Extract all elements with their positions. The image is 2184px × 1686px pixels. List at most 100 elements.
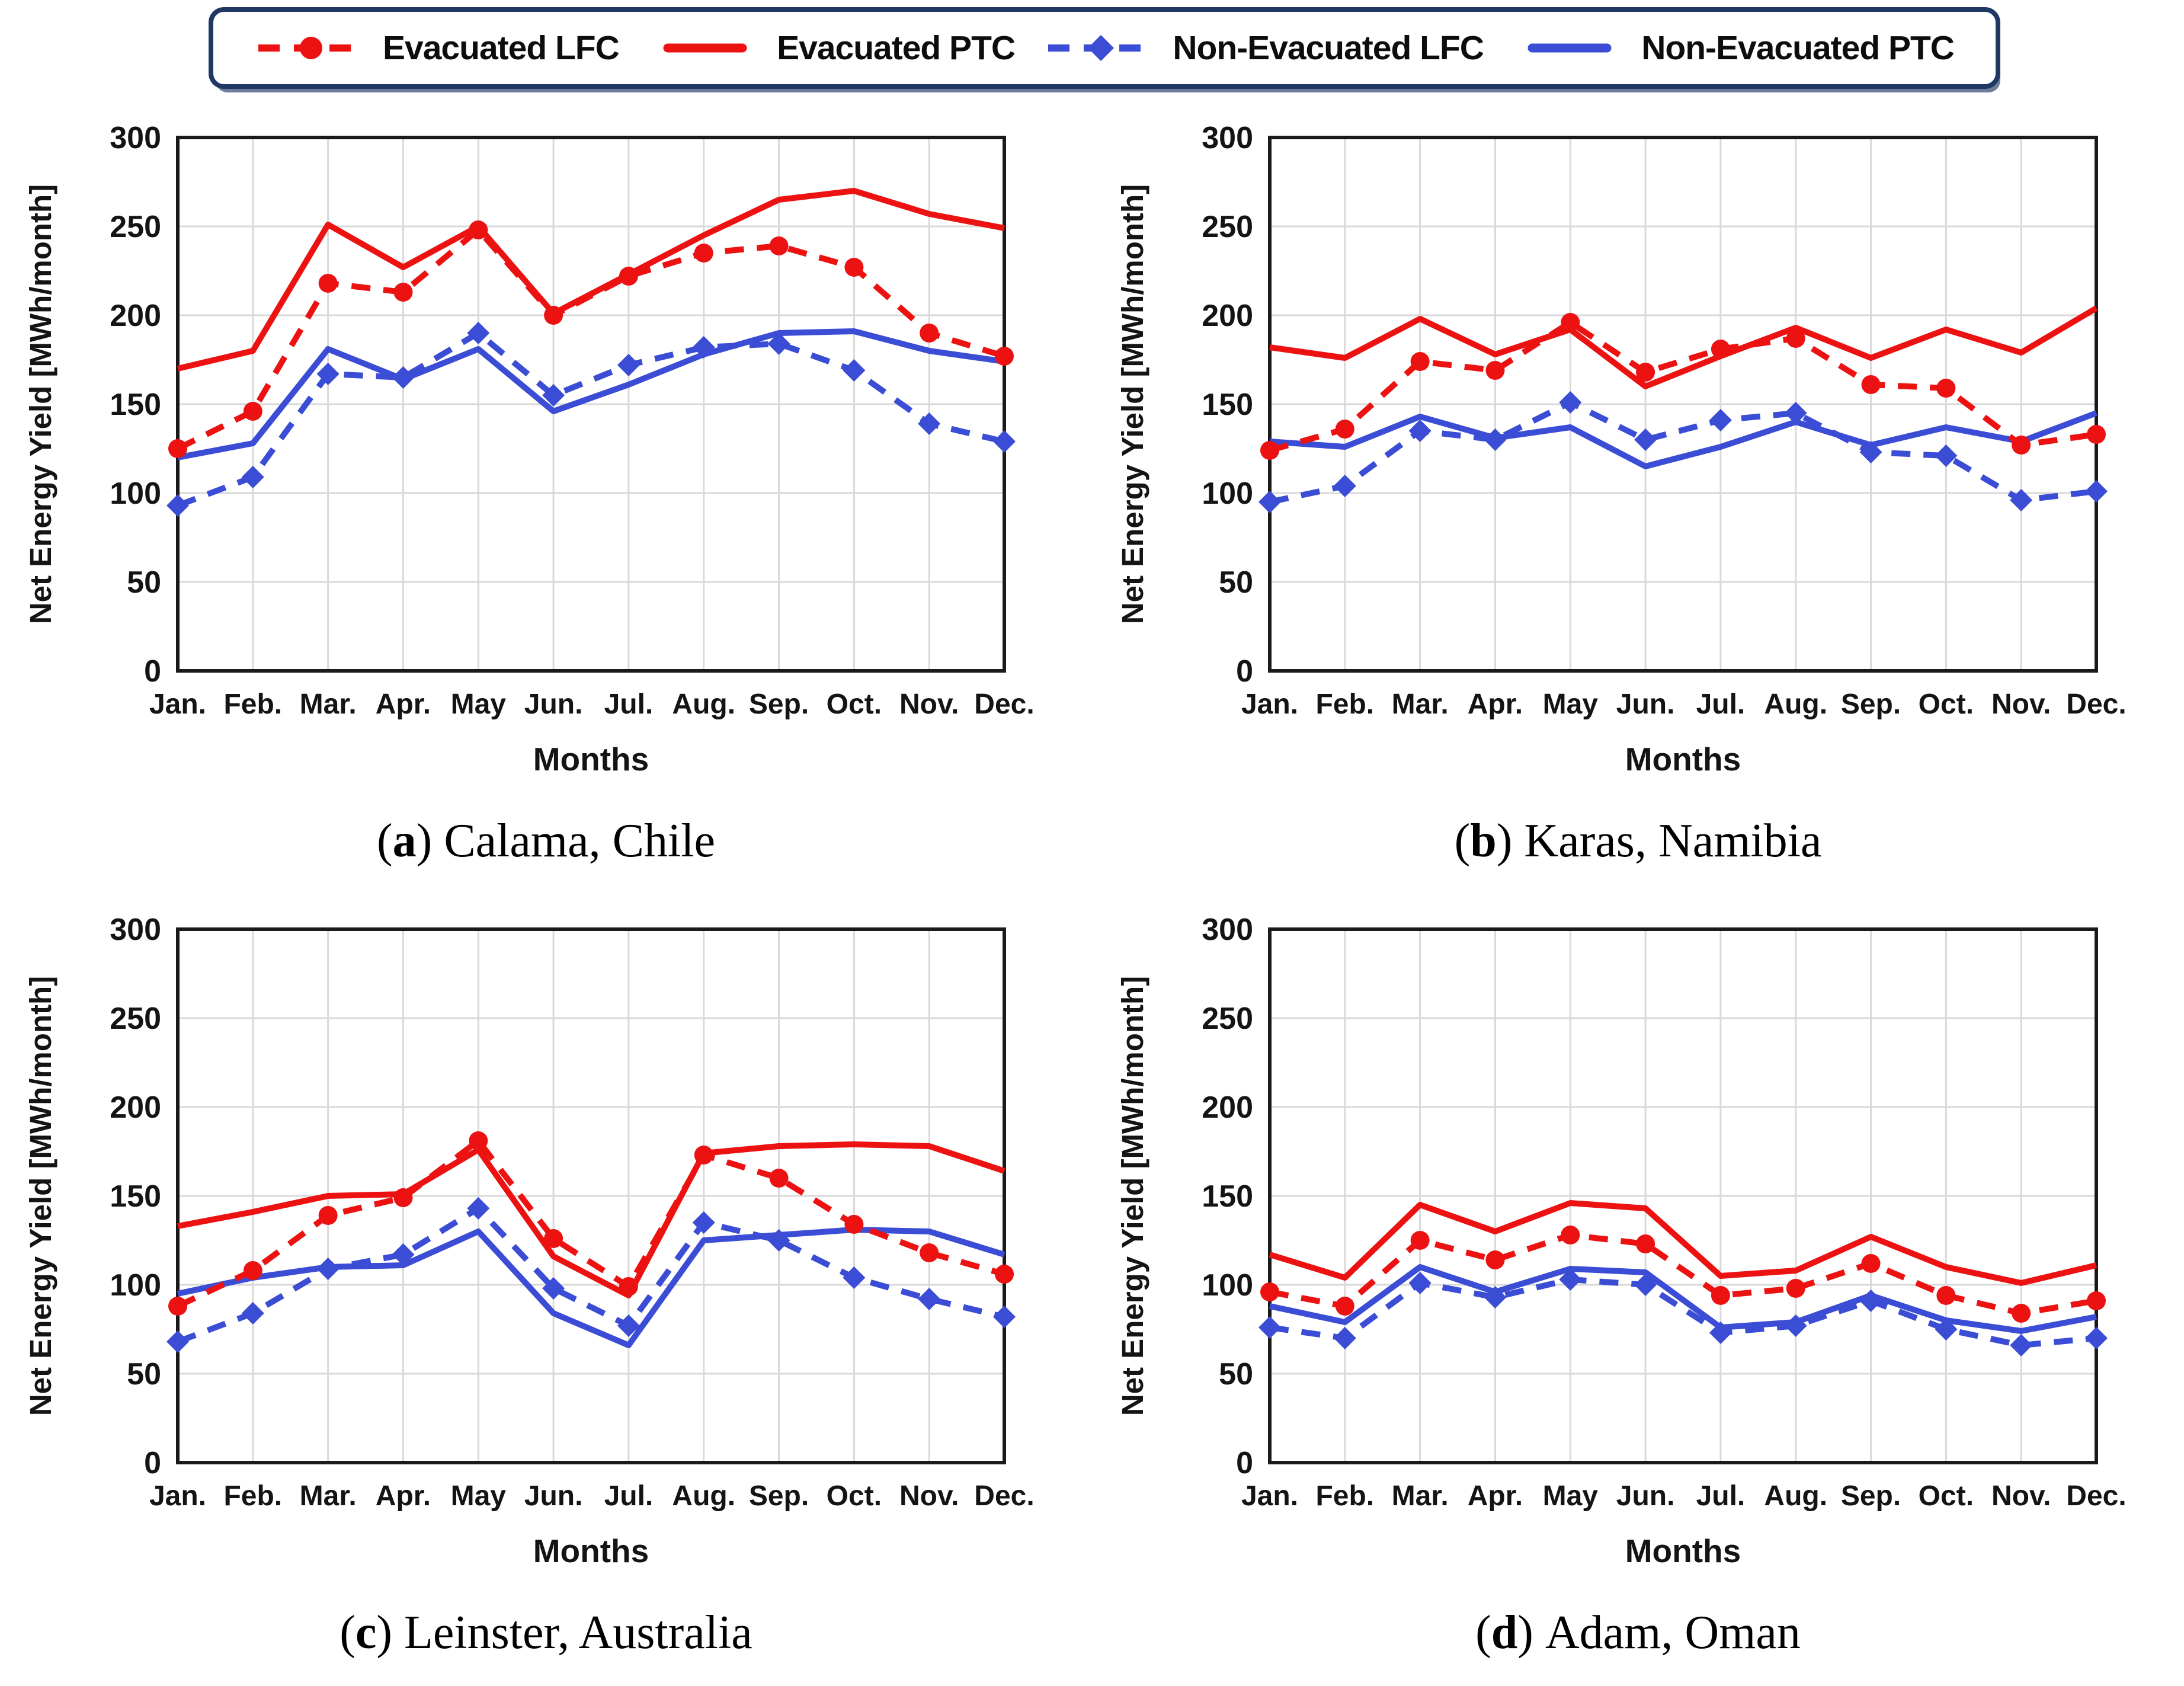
- marker-diamond: [1634, 428, 1657, 451]
- caption-paren-open: (: [340, 1607, 356, 1659]
- marker-circle: [694, 244, 713, 263]
- x-tick-label: Jan.: [149, 1480, 206, 1512]
- chart-legend: Evacuated LFC Evacuated PTC Non-Evacuate…: [209, 7, 2000, 89]
- marker-diamond: [542, 1277, 565, 1300]
- marker-circle: [1561, 313, 1580, 332]
- x-tick-label: Dec.: [2066, 1480, 2126, 1512]
- legend-label: Non-Evacuated LFC: [1173, 29, 1484, 67]
- series-line-non-evacuated-ptc: [177, 1227, 1005, 1348]
- marker-diamond: [692, 1211, 715, 1234]
- marker-diamond: [1258, 491, 1281, 513]
- marker-diamond: [392, 1243, 415, 1266]
- x-tick-label: May: [1543, 1480, 1599, 1512]
- y-tick-label: 0: [1236, 654, 1253, 689]
- y-tick-label: 200: [1202, 1090, 1253, 1125]
- marker-circle: [1786, 329, 1805, 348]
- legend-label: Non-Evacuated PTC: [1641, 29, 1955, 67]
- y-axis-title: Net Energy Yield [MWh/month]: [1116, 184, 1149, 624]
- series-line-non-evacuated-ptc: [1269, 410, 2097, 469]
- x-tick-label: Jan.: [1241, 1480, 1298, 1512]
- marker-diamond: [1408, 420, 1432, 442]
- line-chart-leinster-australia: 0 50 100 150 200 250 300 Jan. Feb. Mar. Apr. May Jun…: [24, 913, 1035, 1569]
- y-tick-label: 50: [1219, 1357, 1253, 1391]
- marker-diamond: [1333, 1327, 1356, 1349]
- marker-diamond: [692, 336, 715, 359]
- chart-panel-d: 0 50 100 150 200 250 300 Jan. Feb. Mar. Apr. May Jun…: [1092, 904, 2184, 1664]
- legend-item-non-evacuated-ptc: Non-Evacuated PTC: [1513, 27, 1955, 69]
- marker-diamond: [918, 412, 941, 435]
- chart-panel-c: 0 50 100 150 200 250 300 Jan. Feb. Mar. Apr. May Jun…: [0, 904, 1092, 1664]
- y-tick-label: 100: [1202, 476, 1253, 511]
- series-line-non-evacuated-lfc: [1269, 399, 2097, 505]
- marker-circle: [995, 347, 1014, 366]
- x-tick-label: Apr.: [376, 689, 431, 720]
- marker-circle: [1636, 1234, 1655, 1253]
- marker-circle: [1636, 363, 1655, 382]
- series-line-evacuated-lfc: [176, 227, 1005, 452]
- series-line-non-evacuated-ptc: [177, 328, 1005, 460]
- marker-circle: [1260, 441, 1279, 460]
- marker-diamond: [2085, 1327, 2108, 1349]
- marker-diamond: [241, 466, 264, 488]
- x-tick-label: Jan.: [149, 689, 206, 720]
- legend-item-evacuated-ptc: Evacuated PTC: [649, 27, 1016, 69]
- x-axis-title: Months: [1625, 741, 1741, 778]
- marker-diamond: [767, 332, 790, 355]
- x-tick-label: Nov.: [1991, 689, 2051, 720]
- marker-circle: [1485, 1250, 1505, 1269]
- marker-circle: [318, 274, 338, 293]
- x-tick-label: Nov.: [899, 1480, 959, 1512]
- marker-circle: [243, 1261, 262, 1280]
- legend-circle-marker-icon: [300, 37, 322, 59]
- series-line-evacuated-ptc: [177, 1141, 1005, 1298]
- x-tick-label: Aug.: [1764, 689, 1827, 720]
- series-line-non-evacuated-lfc: [177, 330, 1005, 508]
- x-tick-label: Jun.: [1616, 689, 1675, 720]
- y-tick-label: 300: [1202, 121, 1253, 155]
- x-tick-label: Jul.: [1696, 1480, 1746, 1512]
- caption-paren-close: ): [416, 815, 433, 867]
- marker-diamond: [166, 1330, 189, 1353]
- x-tick-label: Jul.: [604, 689, 654, 720]
- legend-sample-dashed-circle-icon: [258, 37, 364, 59]
- x-tick-label: Oct.: [1919, 1480, 1974, 1512]
- marker-circle: [469, 220, 488, 239]
- panel-caption-a: (a) Calama, Chile: [0, 806, 1092, 872]
- x-tick-label: Oct.: [827, 1480, 882, 1512]
- x-tick-label: Sep.: [749, 1480, 809, 1512]
- marker-diamond: [467, 322, 490, 344]
- marker-circle: [844, 258, 864, 277]
- y-tick-label: 50: [127, 1357, 161, 1391]
- x-tick-label: Dec.: [974, 689, 1034, 720]
- y-tick-label: 100: [1202, 1268, 1253, 1303]
- panel-caption-d: (d) Adam, Oman: [1092, 1598, 2184, 1664]
- y-axis-title: Net Energy Yield [MWh/month]: [24, 184, 57, 624]
- legend-sample-solid-line-icon: [1527, 43, 1612, 53]
- marker-circle: [920, 1243, 939, 1262]
- caption-paren-close: ): [376, 1607, 393, 1659]
- marker-diamond: [1408, 1272, 1432, 1294]
- x-axis-title: Months: [1625, 1533, 1741, 1569]
- marker-circle: [1410, 1231, 1430, 1250]
- marker-circle: [694, 1146, 713, 1164]
- marker-circle: [318, 1206, 338, 1225]
- x-tick-label: Jun.: [524, 1480, 583, 1512]
- marker-diamond: [467, 1197, 490, 1220]
- marker-diamond: [2010, 489, 2033, 511]
- marker-circle: [769, 1169, 789, 1188]
- y-tick-label: 0: [144, 1446, 161, 1480]
- y-tick-label: 250: [110, 210, 161, 244]
- marker-diamond: [1859, 1290, 1882, 1312]
- marker-diamond: [1784, 402, 1807, 424]
- y-tick-label: 200: [110, 1090, 161, 1125]
- marker-circle: [619, 1277, 638, 1296]
- marker-circle: [2087, 425, 2106, 444]
- marker-circle: [1485, 361, 1505, 380]
- x-tick-label: Feb.: [223, 689, 282, 720]
- y-tick-label: 150: [1202, 388, 1253, 422]
- line-chart-adam-oman: 0 50 100 150 200 250 300 Jan. Feb. Mar. Apr. May Jun…: [1116, 913, 2127, 1569]
- y-tick-label: 300: [1202, 913, 1253, 947]
- x-axis-title: Months: [533, 741, 649, 778]
- x-tick-label: Oct.: [1919, 689, 1974, 720]
- marker-circle: [544, 306, 563, 325]
